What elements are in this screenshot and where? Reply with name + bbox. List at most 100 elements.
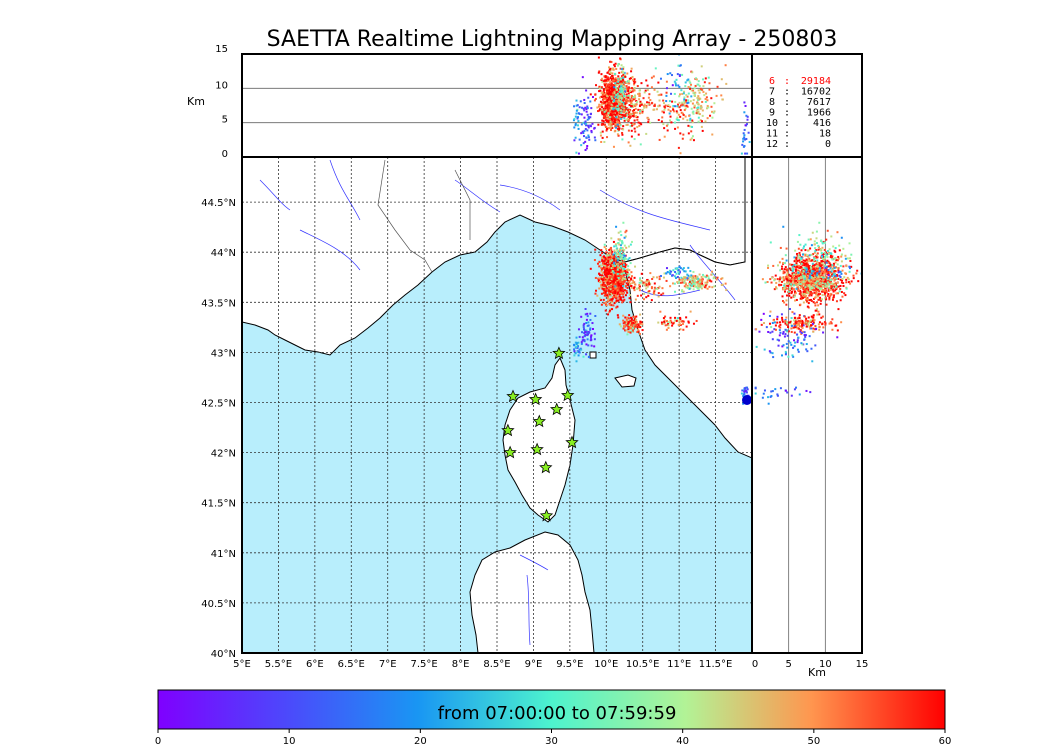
lightning-source-map [643, 281, 646, 284]
lightning-source-map [633, 319, 636, 322]
lightning-source-alt [612, 104, 615, 107]
lightning-source-alt [613, 103, 616, 106]
lightning-source-map [660, 293, 663, 296]
lightning-source-map [628, 269, 631, 272]
lightning-source-alt [620, 104, 623, 107]
lightning-source-side [801, 272, 804, 275]
lightning-source-side [784, 389, 787, 392]
lightning-source-map [620, 283, 623, 286]
lightning-source-side [788, 307, 791, 310]
lightning-source-alt [666, 73, 669, 76]
lightning-source-alt [623, 115, 626, 118]
lightning-source-side [818, 221, 821, 224]
lightning-source-alt [696, 102, 699, 105]
lightning-source-side [811, 272, 814, 275]
lightning-source-side [830, 256, 833, 259]
lightning-source-alt [584, 120, 587, 123]
lightning-source-side [855, 272, 858, 275]
lightning-source-alt [604, 112, 607, 115]
lightning-source-alt [608, 72, 611, 75]
count-sep: : [784, 108, 790, 119]
lightning-source-side [807, 238, 810, 241]
colorbar: from 07:00:00 to 07:59:59 0 10 20 30 40 50 60 [155, 689, 951, 747]
lightning-source-map [610, 292, 613, 295]
lightning-source-side [841, 295, 844, 298]
lightning-source-map [620, 261, 623, 264]
lightning-source-side [798, 267, 801, 270]
lightning-source-alt [617, 120, 620, 123]
lightning-source-map [674, 319, 677, 322]
lightning-source-alt [609, 112, 612, 115]
lightning-source-side [830, 254, 833, 257]
lightning-source-side [799, 286, 802, 289]
lightning-source-alt [673, 110, 676, 113]
lightning-source-alt [629, 144, 632, 147]
lightning-source-alt [604, 106, 607, 109]
lightning-source-side [803, 331, 806, 334]
lightning-source-side [813, 251, 816, 254]
lightning-source-alt [746, 118, 749, 121]
lightning-source-side [805, 289, 808, 292]
lightning-source-map [703, 286, 706, 289]
lightning-source-side [833, 278, 836, 281]
lightning-source-alt [671, 100, 674, 103]
lightning-source-map [607, 266, 610, 269]
lightning-source-map [704, 281, 707, 284]
lightning-source-alt [589, 93, 592, 96]
river-line [689, 244, 736, 301]
lightning-source-side [835, 277, 838, 280]
lightning-source-side [829, 321, 832, 324]
lightning-source-alt [740, 152, 743, 155]
lightning-source-alt [676, 118, 679, 121]
lightning-source-alt [679, 64, 682, 67]
lightning-source-side [791, 268, 794, 271]
lightning-source-side [815, 237, 818, 240]
lightning-source-map [624, 254, 627, 257]
count-sep: : [784, 118, 790, 129]
lightning-source-map [630, 318, 633, 321]
lightning-source-alt [673, 92, 676, 95]
lightning-source-alt [593, 126, 596, 129]
lightning-source-alt [599, 131, 602, 134]
lightning-source-map [618, 261, 621, 264]
lightning-source-map [625, 282, 628, 285]
lightning-source-side [832, 262, 835, 265]
lightning-source-alt [693, 94, 696, 97]
lightning-source-alt [653, 104, 656, 107]
lightning-source-map [663, 319, 666, 322]
lightning-source-alt [587, 115, 590, 118]
lightning-source-alt [634, 97, 637, 100]
lightning-source-alt [639, 109, 642, 112]
lightning-source-side [793, 295, 796, 298]
lightning-source-map [623, 280, 626, 283]
lightning-source-side [824, 267, 827, 270]
lightning-source-alt [617, 80, 620, 83]
lightning-source-alt [585, 122, 588, 125]
lightning-source-map [609, 249, 612, 252]
lightning-source-side [782, 262, 785, 265]
lightning-source-side [783, 282, 786, 285]
lightning-source-side [807, 249, 810, 252]
lightning-source-alt [611, 77, 614, 80]
lightning-source-alt [643, 106, 646, 109]
lightning-source-map [607, 252, 610, 255]
lightning-source-map [612, 286, 615, 289]
lightning-source-alt [586, 129, 589, 132]
lightning-source-alt [692, 112, 695, 115]
lightning-source-map [648, 290, 651, 293]
lightning-source-alt [745, 137, 748, 140]
lightning-source-side [793, 265, 796, 268]
lightning-source-side [848, 267, 851, 270]
lightning-source-map [590, 338, 593, 341]
lightning-source-side [818, 321, 821, 324]
lightning-source-side [794, 276, 797, 279]
lightning-source-side [814, 274, 817, 277]
lightning-source-side [832, 268, 835, 271]
latitude-tick: 41°N [211, 549, 236, 560]
lightning-source-alt [686, 79, 689, 82]
lightning-source-side [783, 335, 786, 338]
lightning-source-map [685, 286, 688, 289]
lightning-source-alt [647, 103, 650, 106]
lightning-source-map [721, 277, 724, 280]
lightning-source-map [690, 276, 693, 279]
